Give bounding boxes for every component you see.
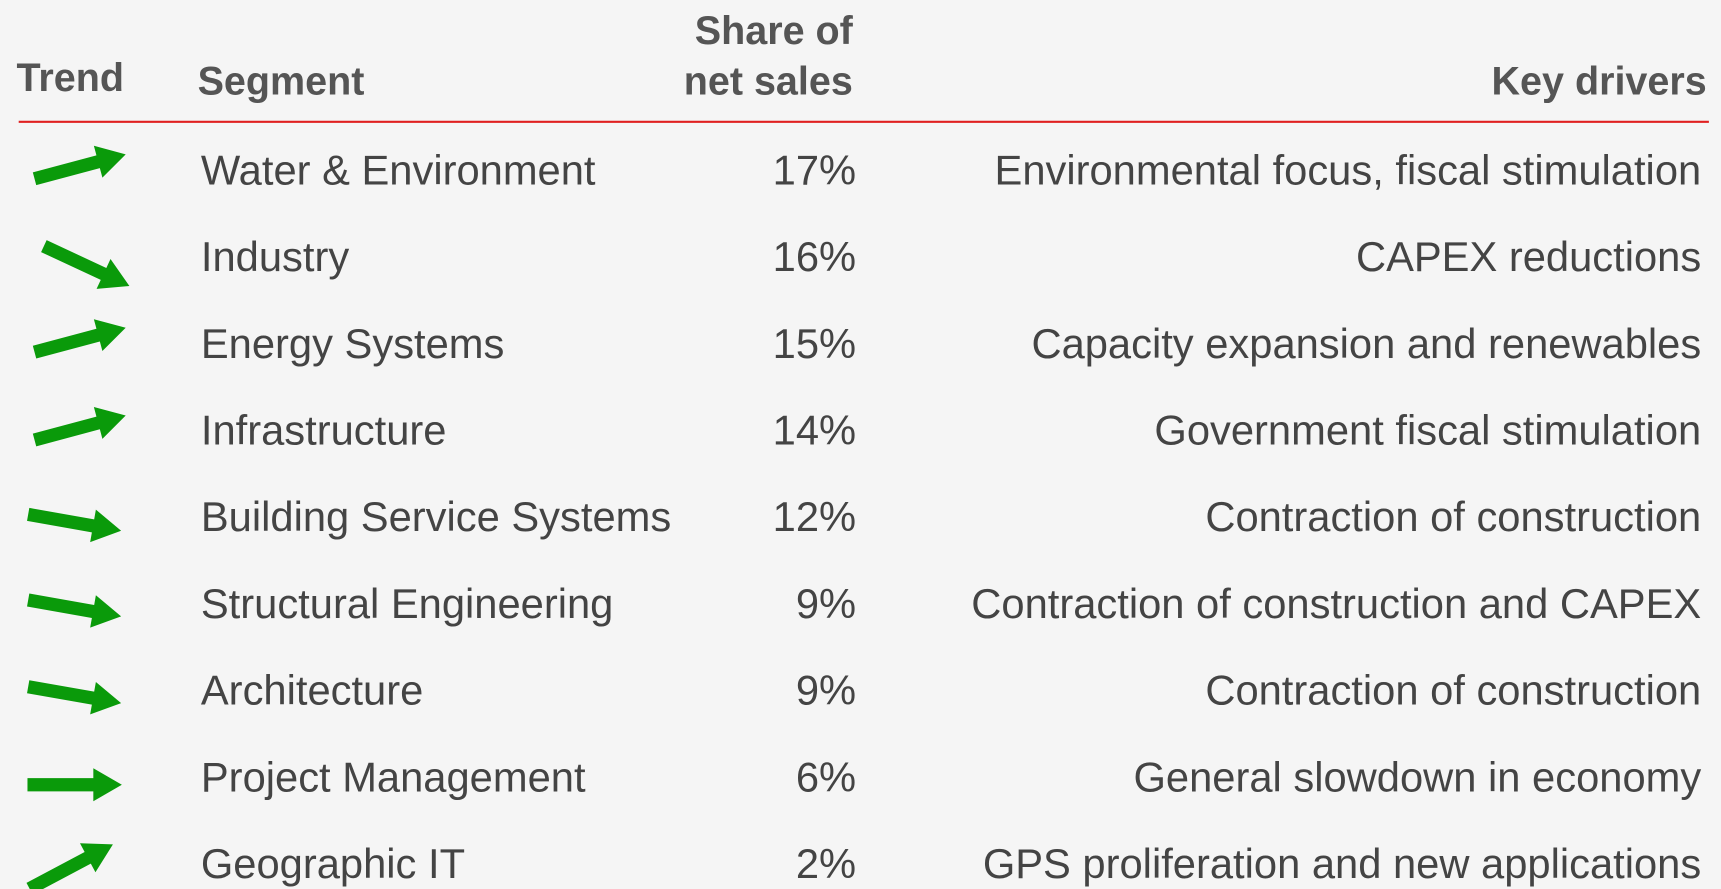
segment: Industry [201, 233, 349, 280]
trend-arrows [21, 138, 137, 889]
driver: CAPEX reductions [1356, 233, 1701, 280]
driver: General slowdown in economy [1133, 753, 1701, 800]
driver: GPS proliferation and new applications [983, 840, 1701, 887]
driver: Contraction of construction [1205, 493, 1701, 540]
share: 17% [773, 146, 856, 193]
trend-arrow-up [21, 829, 121, 889]
header-trend: Trend [16, 56, 124, 100]
header-segment: Segment [198, 59, 365, 103]
header-drivers: Key drivers [1492, 59, 1707, 103]
segment: Architecture [201, 667, 423, 714]
share: 14% [773, 407, 856, 454]
driver: Environmental focus, fiscal stimulation [995, 146, 1702, 193]
segment: Water & Environment [201, 146, 596, 193]
trend-arrow-slight-down [25, 583, 124, 633]
share: 9% [796, 580, 856, 627]
share: 2% [796, 840, 856, 887]
trend-arrow-flat [27, 768, 122, 802]
segment: Infrastructure [201, 407, 447, 454]
trend-arrow-slight-down [25, 670, 124, 720]
share: 6% [796, 753, 856, 800]
share: 12% [773, 493, 856, 540]
share: 15% [773, 320, 856, 367]
segment: Project Management [201, 753, 586, 800]
share: 16% [773, 233, 856, 280]
driver: Contraction of construction [1205, 667, 1701, 714]
trend-arrow-down [36, 231, 137, 301]
share: 9% [796, 667, 856, 714]
header-share: Share of [695, 9, 854, 53]
header-share: net sales [684, 59, 853, 103]
trend-arrow-slight-down [25, 498, 124, 548]
trend-arrow-up [30, 311, 130, 369]
driver: Contraction of construction and CAPEX [971, 580, 1701, 627]
trend-arrow-up [30, 399, 130, 456]
segment: Energy Systems [201, 320, 505, 367]
segment: Building Service Systems [201, 493, 671, 540]
trend-arrow-up [30, 138, 130, 195]
driver: Capacity expansion and renewables [1031, 320, 1701, 367]
driver: Government fiscal stimulation [1154, 407, 1701, 454]
segment: Geographic IT [201, 840, 465, 887]
segment: Structural Engineering [201, 580, 613, 627]
